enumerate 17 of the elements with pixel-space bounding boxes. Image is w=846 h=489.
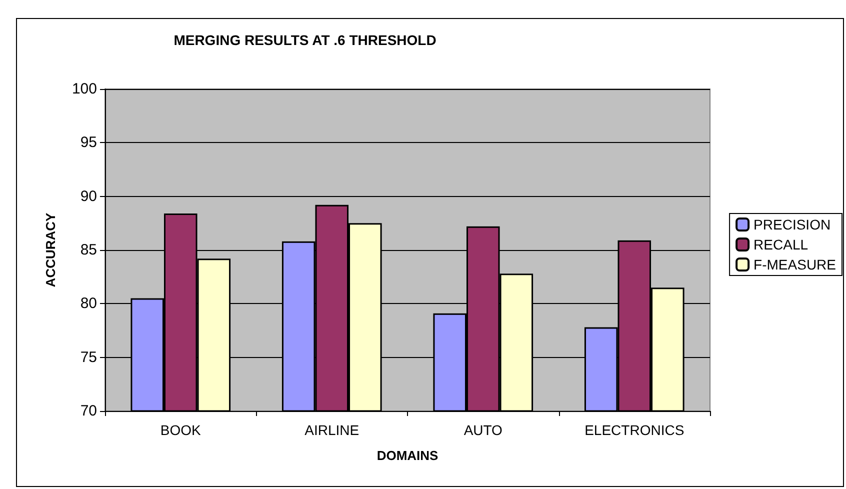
- y-tick-label: 80: [80, 295, 97, 312]
- legend-label: F-MEASURE: [754, 256, 836, 272]
- y-tick-label: 70: [80, 402, 97, 420]
- x-axis-title: DOMAINS: [376, 448, 439, 463]
- chart-title: MERGING RESULTS AT .6 THRESHOLD: [174, 32, 436, 48]
- y-tick-label: 75: [80, 348, 97, 366]
- y-tick-label: 85: [80, 242, 97, 258]
- legend-label: RECALL: [754, 236, 808, 252]
- y-tick-label: 90: [80, 188, 97, 205]
- x-tick-label: ELECTRONICS: [584, 422, 684, 438]
- x-tick-label: BOOK: [160, 422, 202, 438]
- y-tick-label: 95: [80, 134, 97, 152]
- x-tick-label: AUTO: [464, 422, 503, 438]
- y-axis-title: ACCURACY: [43, 212, 58, 288]
- legend-label: PRECISION: [754, 216, 831, 232]
- x-tick-label: AIRLINE: [304, 422, 360, 438]
- y-tick-label: 100: [72, 80, 97, 98]
